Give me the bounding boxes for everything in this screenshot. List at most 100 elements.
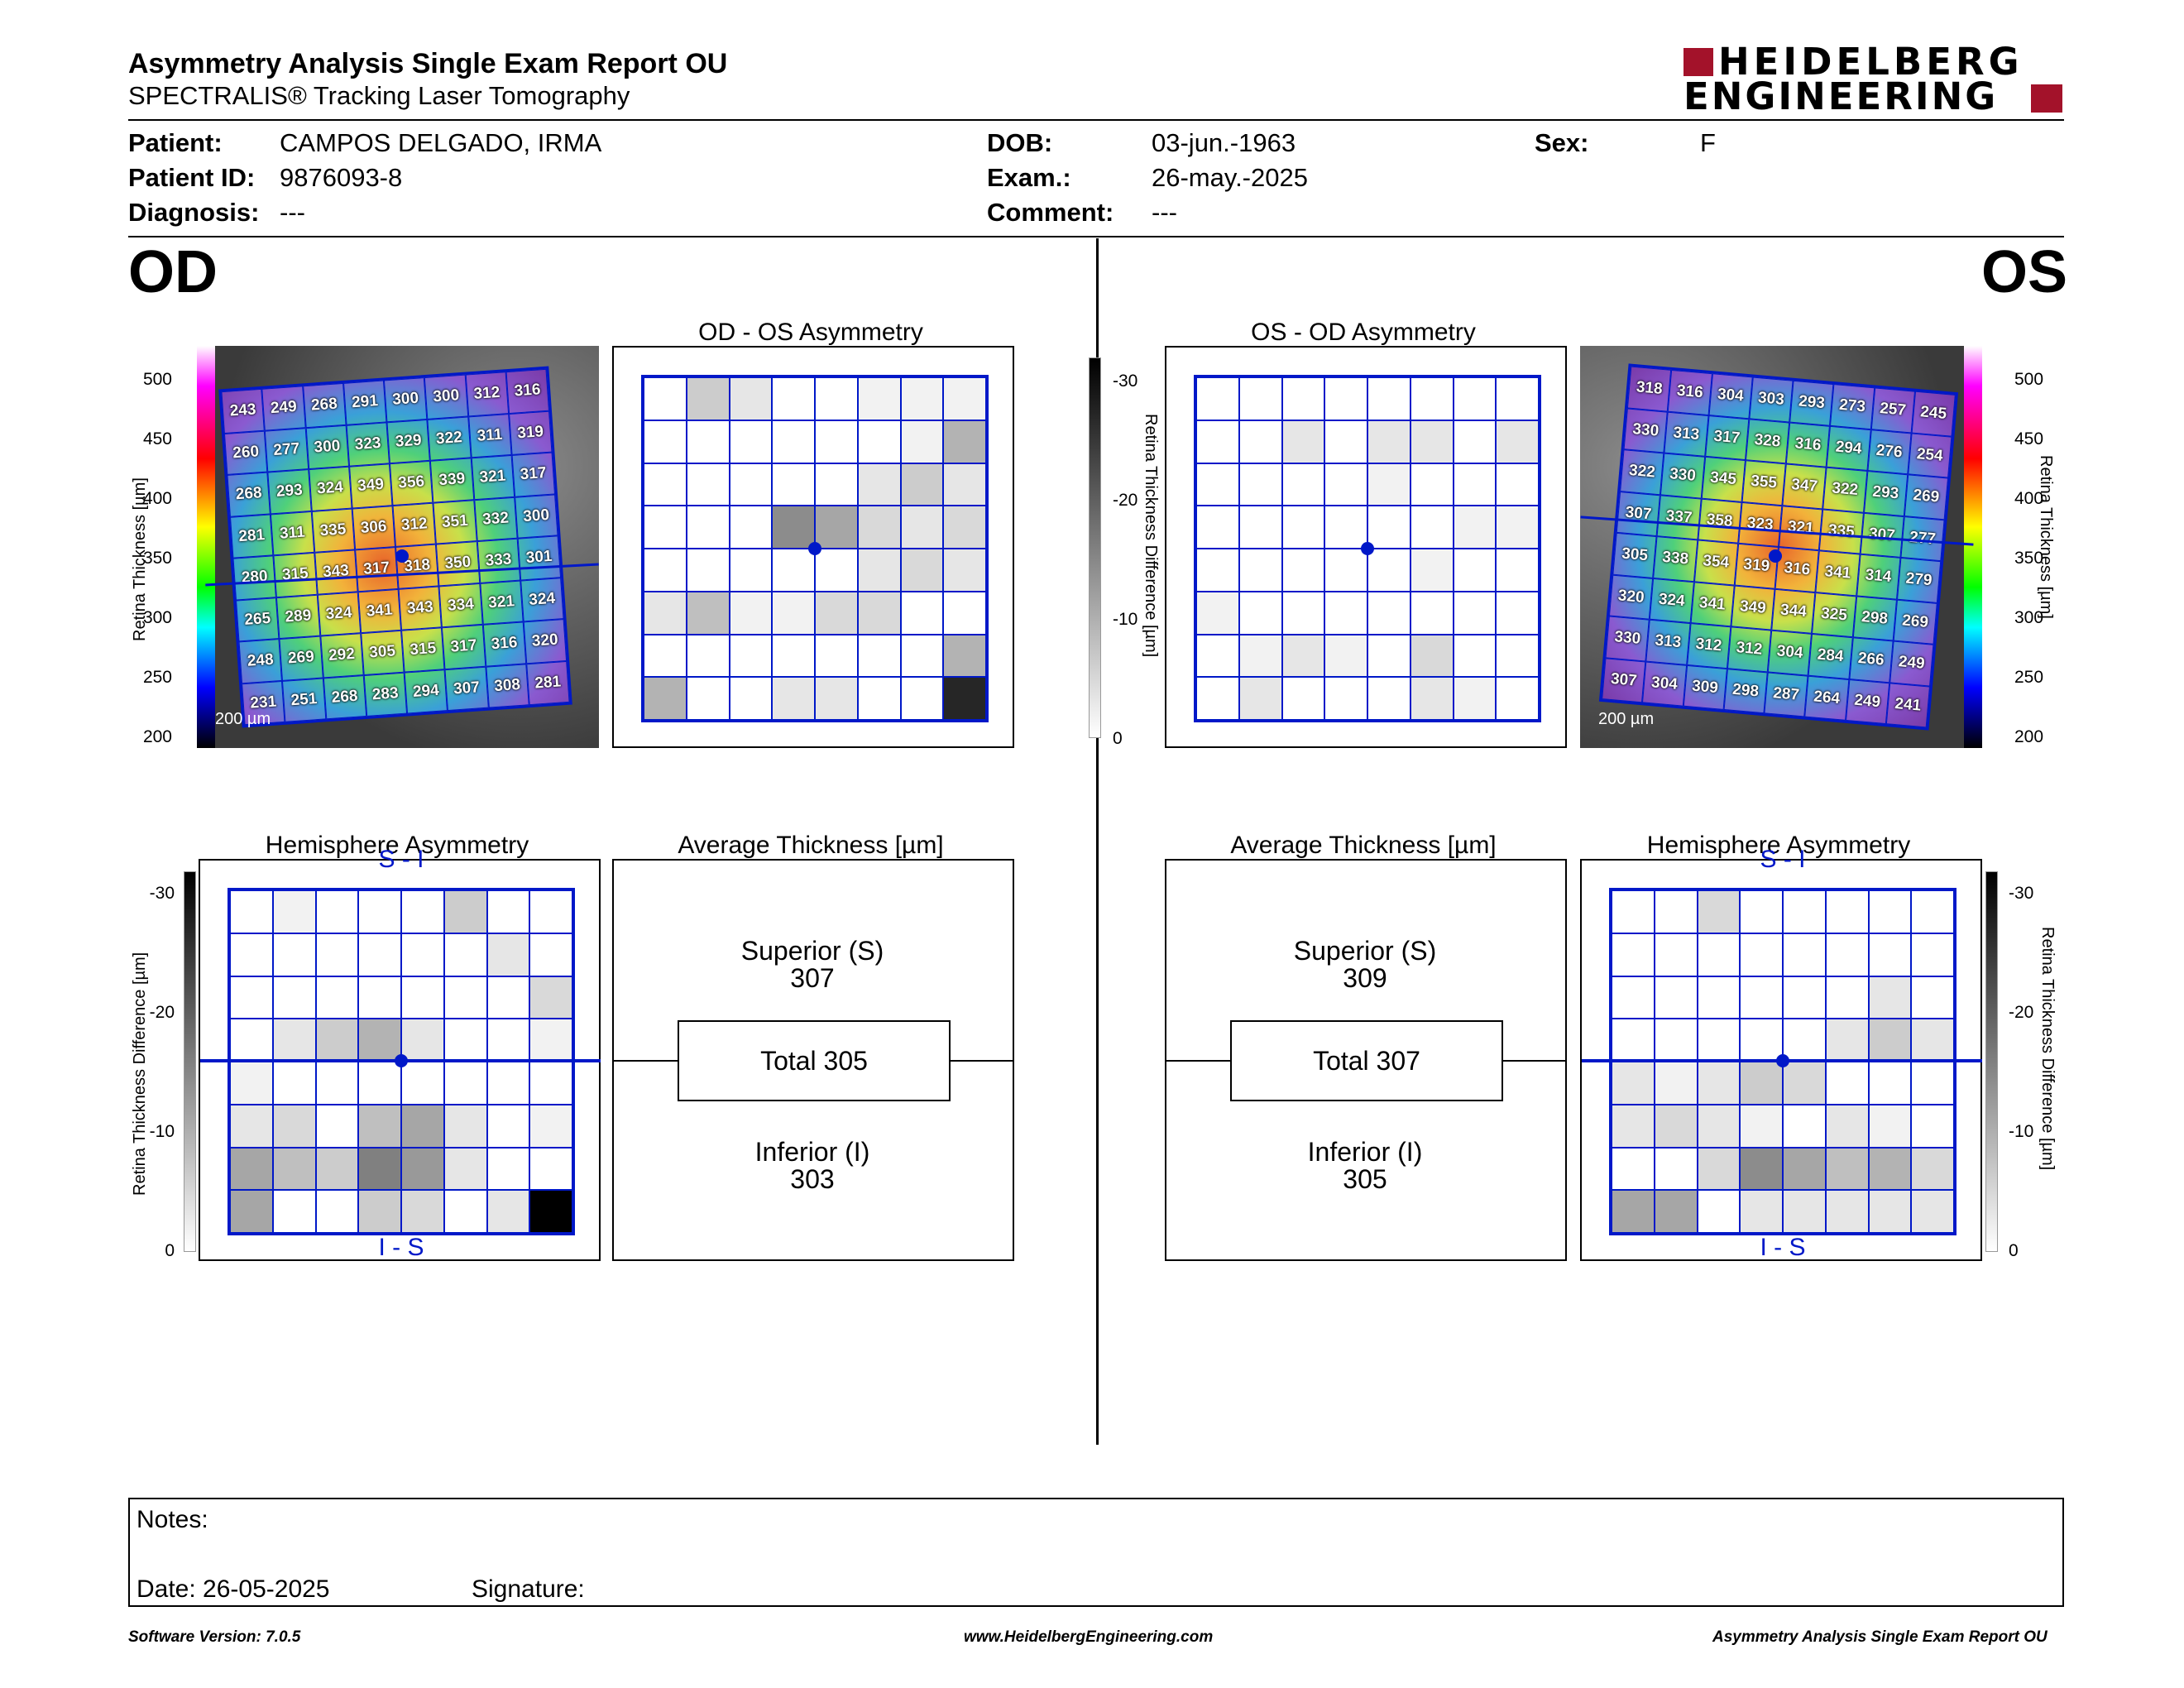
os-thickness-cell: 298: [1723, 668, 1768, 714]
os-hemi-center-marker: [1776, 1054, 1789, 1067]
od-thickness-cell: 251: [282, 678, 326, 722]
os-thickness-cell: 324: [1650, 578, 1694, 624]
od-thickness-cell: 316: [505, 368, 549, 414]
os-thickness-cell: 320: [1608, 574, 1654, 620]
od-thickness-cell: 268: [302, 382, 347, 428]
os-hemi-cell: [1697, 1147, 1741, 1191]
od-asym-cell: [943, 420, 986, 463]
od-thickness-cell: 260: [223, 430, 268, 475]
od-asym-cell: [686, 506, 730, 549]
os-thickness-cell: 276: [1866, 429, 1912, 475]
od-asym-cell: [815, 634, 858, 678]
os-hemi-cell: [1697, 976, 1741, 1019]
od-hemi-cell: [315, 933, 359, 976]
os-hemi-cell: [1612, 890, 1655, 933]
os-asym-cell: [1281, 634, 1325, 678]
os-superior-value: 309: [1343, 963, 1387, 993]
od-asym-cell: [857, 463, 901, 506]
os-asym-cell: [1196, 506, 1239, 549]
od-asym-cell: [857, 634, 901, 678]
os-hemi-cell: [1740, 1104, 1783, 1148]
os-thickness-cell: 305: [1612, 532, 1657, 578]
od-thickness-cell: 329: [386, 419, 431, 464]
od-thickness-map: 243 249 268 291 300 300 312 316 260 277 300 323 329 3…: [218, 366, 572, 728]
os-asym-cell: [1196, 463, 1239, 506]
od-thickness-cell: 269: [279, 635, 323, 681]
os-hemi-cell: [1740, 1062, 1783, 1105]
os-thickness-cell: 330: [1623, 407, 1669, 453]
os-asym-cell: [1196, 377, 1239, 420]
od-hemi-cell: [401, 976, 444, 1019]
od-thickness-cell: 351: [433, 499, 477, 544]
od-thickness-cell: 280: [232, 555, 277, 601]
od-asym-cell: [857, 677, 901, 720]
od-thickness-cell: 315: [273, 552, 318, 597]
od-hemi-cell: [486, 1104, 530, 1148]
od-hemi-cell: [443, 1190, 487, 1233]
os-asym-cell: [1496, 420, 1539, 463]
od-thickness-cell: 307: [444, 666, 489, 712]
os-thickness-cell: 323: [1737, 501, 1783, 547]
od-hemi-cell: [443, 1104, 487, 1148]
od-asym-cell: [943, 463, 986, 506]
os-hemi-cell: [1654, 1190, 1698, 1233]
od-hemi-cell: [315, 1062, 359, 1105]
od-hemi-cell: [315, 890, 359, 933]
os-thickness-cell: 335: [1819, 508, 1864, 554]
od-asym-cell: [686, 677, 730, 720]
os-hemi-cell: [1911, 1104, 1954, 1148]
footer-report-name: Asymmetry Analysis Single Exam Report OU: [1712, 1628, 2048, 1646]
os-asym-cell: [1324, 677, 1367, 720]
od-hemi-cell: [272, 1190, 316, 1233]
os-asym-cell: [1367, 463, 1410, 506]
os-asym-cell: [1496, 377, 1539, 420]
od-avg-panel: Superior (S) 307 Total 305 Inferior (I) …: [612, 859, 1014, 1261]
os-thickness-cell: 337: [1656, 494, 1702, 540]
od-thickness-cell: 294: [404, 669, 448, 714]
os-hemi-cell: [1868, 1104, 1912, 1148]
heidelberg-logo: HEIDELBERG ENGINEERING: [1684, 43, 2064, 116]
od-hemi-cell: [401, 1019, 444, 1062]
os-thickness-cell: 304: [1767, 630, 1813, 676]
od-thickness-cell: 281: [525, 660, 570, 706]
os-asym-cell: [1410, 634, 1454, 678]
od-asym-cell: [815, 463, 858, 506]
od-asym-cell: [686, 591, 730, 635]
os-asym-cell: [1281, 463, 1325, 506]
os-asym-cell: [1496, 463, 1539, 506]
os-thickness-cell: 318: [1626, 366, 1672, 412]
od-asym-cell: [943, 677, 986, 720]
os-asym-cell: [1367, 549, 1410, 592]
od-asym-cell: [686, 634, 730, 678]
os-hemi-cell: [1697, 1104, 1741, 1148]
od-asym-cell: [644, 549, 687, 592]
od-thickness-cell: 292: [319, 633, 364, 679]
od-thickness-cell: 301: [517, 535, 562, 581]
os-asym-cell: [1453, 420, 1497, 463]
os-hemi-grid: [1609, 888, 1956, 1235]
od-hemi-cell: [529, 1190, 572, 1233]
od-asym-cell: [900, 549, 944, 592]
os-thickness-cell: 312: [1727, 626, 1772, 672]
od-thickness-cell: 312: [465, 372, 509, 416]
os-asym-cell: [1281, 677, 1325, 720]
os-thickness-cell: 355: [1741, 460, 1786, 506]
od-hemi-cell: [272, 890, 316, 933]
od-asym-cell: [857, 506, 901, 549]
od-asym-cell: [815, 591, 858, 635]
od-hemi-cell: [401, 1104, 444, 1148]
od-asym-cell: [900, 463, 944, 506]
od-thickness-cell: 305: [360, 630, 405, 675]
os-hemi-cell: [1911, 1062, 1954, 1105]
dob: 03-jun.-1963: [1152, 128, 1296, 157]
od-thickness-cell: 268: [227, 472, 271, 517]
os-thickness-cell: 269: [1904, 474, 1949, 520]
os-hemi-cell: [1783, 1147, 1826, 1191]
od-hemi-cell: [443, 976, 487, 1019]
od-thickness-cell: 341: [357, 588, 402, 634]
website-link[interactable]: www.HeidelbergEngineering.com: [964, 1628, 1214, 1646]
sex: F: [1700, 128, 1716, 157]
os-asym-cell: [1496, 549, 1539, 592]
od-thickness-cell: 312: [392, 502, 437, 547]
os-thickness-cell: 304: [1642, 661, 1687, 707]
